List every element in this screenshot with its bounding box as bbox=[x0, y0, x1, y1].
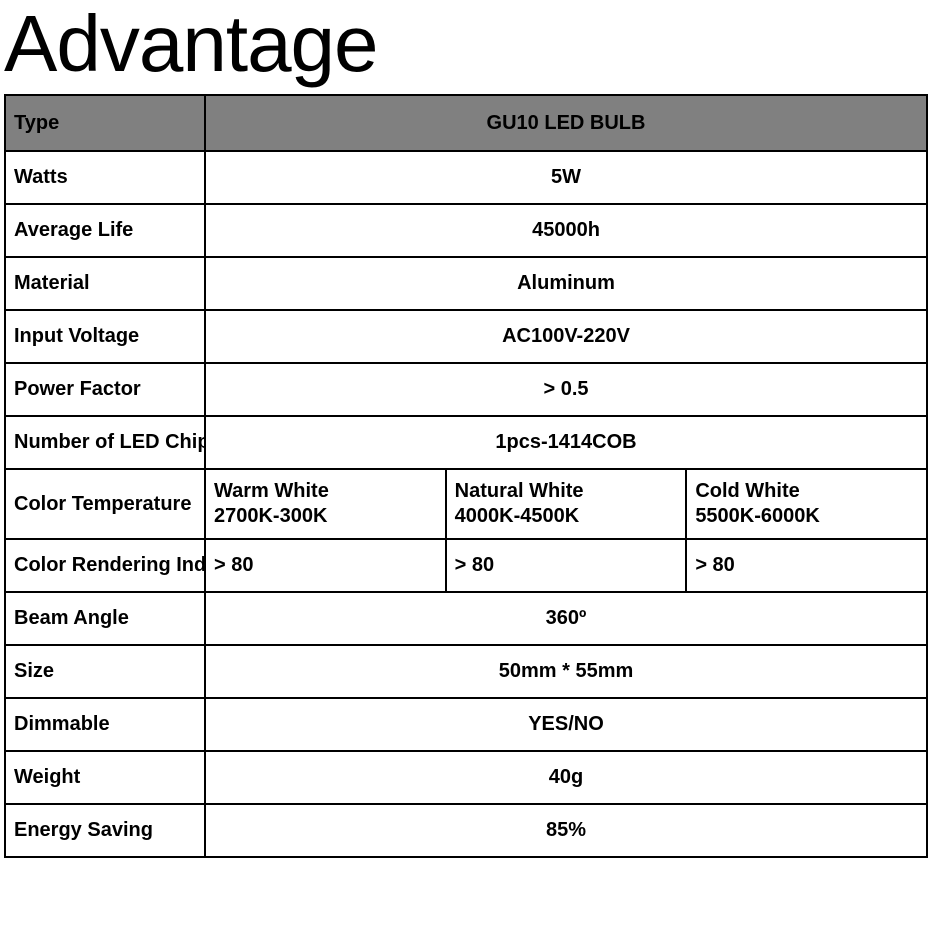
table-row-color-temp: Color Temperature Warm White 2700K-300K … bbox=[5, 469, 927, 539]
table-row-led-chip: Number of LED Chip 1pcs-1414COB bbox=[5, 416, 927, 469]
table-row-power-factor: Power Factor > 0.5 bbox=[5, 363, 927, 416]
value-led-chip: 1pcs-1414COB bbox=[205, 416, 927, 469]
label-color-temp: Color Temperature bbox=[5, 469, 205, 539]
value-type: GU10 LED BULB bbox=[205, 95, 927, 151]
ct-natural-range: 4000K-4500K bbox=[455, 505, 580, 527]
value-energy-saving: 85% bbox=[205, 804, 927, 857]
table-row-input-voltage: Input Voltage AC100V-220V bbox=[5, 310, 927, 363]
table-row-weight: Weight 40g bbox=[5, 751, 927, 804]
value-input-voltage: AC100V-220V bbox=[205, 310, 927, 363]
value-power-factor: > 0.5 bbox=[205, 363, 927, 416]
label-dimmable: Dimmable bbox=[5, 698, 205, 751]
table-row-dimmable: Dimmable YES/NO bbox=[5, 698, 927, 751]
table-row-material: Material Aluminum bbox=[5, 257, 927, 310]
value-dimmable: YES/NO bbox=[205, 698, 927, 751]
label-material: Material bbox=[5, 257, 205, 310]
ct-natural-name: Natural White bbox=[455, 480, 584, 502]
value-cri-natural: > 80 bbox=[446, 539, 687, 592]
label-power-factor: Power Factor bbox=[5, 363, 205, 416]
value-beam-angle: 360º bbox=[205, 592, 927, 645]
ct-cold-range: 5500K-6000K bbox=[695, 505, 820, 527]
value-watts: 5W bbox=[205, 151, 927, 204]
spec-table: Type GU10 LED BULB Watts 5W Average Life… bbox=[4, 94, 928, 858]
value-weight: 40g bbox=[205, 751, 927, 804]
ct-cold-name: Cold White bbox=[695, 480, 799, 502]
label-led-chip: Number of LED Chip bbox=[5, 416, 205, 469]
value-cri-cold: > 80 bbox=[686, 539, 927, 592]
value-avg-life: 45000h bbox=[205, 204, 927, 257]
value-color-temp-natural: Natural White 4000K-4500K bbox=[446, 469, 687, 539]
label-beam-angle: Beam Angle bbox=[5, 592, 205, 645]
page-title: Advantage bbox=[4, 0, 931, 84]
value-size: 50mm * 55mm bbox=[205, 645, 927, 698]
table-row-energy-saving: Energy Saving 85% bbox=[5, 804, 927, 857]
table-row-watts: Watts 5W bbox=[5, 151, 927, 204]
value-cri-warm: > 80 bbox=[205, 539, 446, 592]
table-row-avg-life: Average Life 45000h bbox=[5, 204, 927, 257]
label-energy-saving: Energy Saving bbox=[5, 804, 205, 857]
label-avg-life: Average Life bbox=[5, 204, 205, 257]
value-material: Aluminum bbox=[205, 257, 927, 310]
ct-warm-name: Warm White bbox=[214, 480, 329, 502]
label-watts: Watts bbox=[5, 151, 205, 204]
table-row-beam-angle: Beam Angle 360º bbox=[5, 592, 927, 645]
table-row-cri: Color Rendering Ind > 80 > 80 > 80 bbox=[5, 539, 927, 592]
label-weight: Weight bbox=[5, 751, 205, 804]
value-color-temp-cold: Cold White 5500K-6000K bbox=[686, 469, 927, 539]
label-cri: Color Rendering Ind bbox=[5, 539, 205, 592]
label-size: Size bbox=[5, 645, 205, 698]
ct-warm-range: 2700K-300K bbox=[214, 505, 327, 527]
table-row-type: Type GU10 LED BULB bbox=[5, 95, 927, 151]
label-input-voltage: Input Voltage bbox=[5, 310, 205, 363]
value-color-temp-warm: Warm White 2700K-300K bbox=[205, 469, 446, 539]
label-type: Type bbox=[5, 95, 205, 151]
table-row-size: Size 50mm * 55mm bbox=[5, 645, 927, 698]
